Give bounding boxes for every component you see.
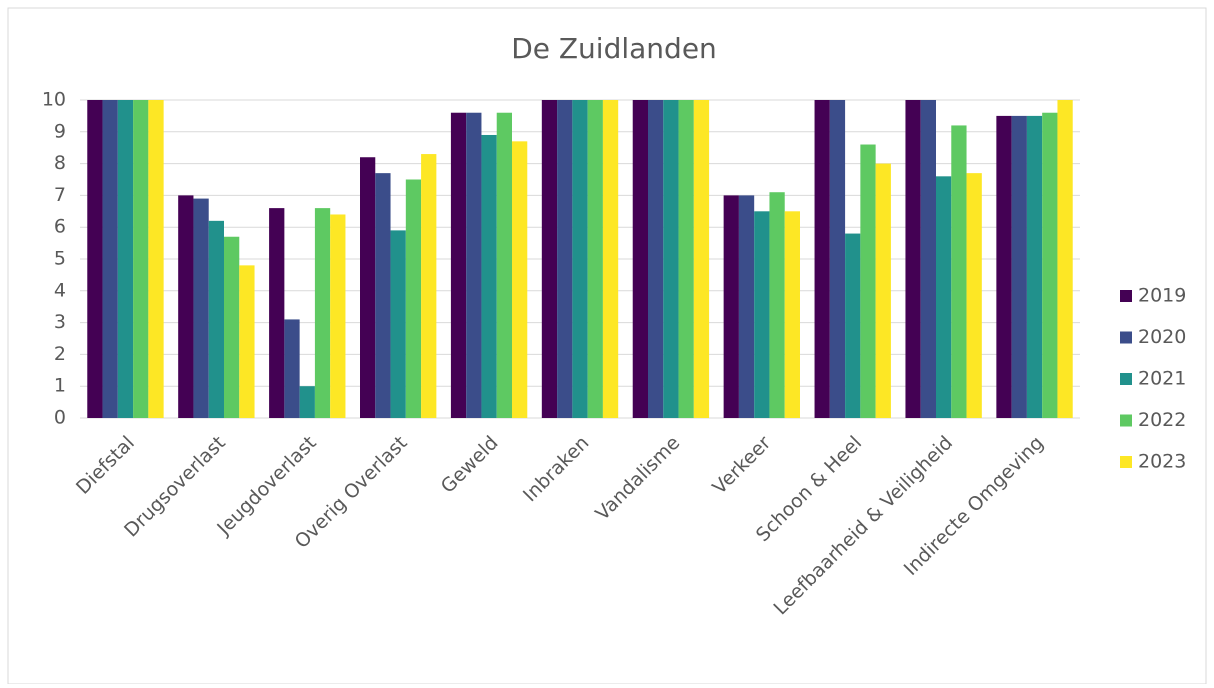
legend-label: 2021 [1138,368,1186,390]
bar [178,195,194,418]
bar [905,100,921,418]
bar [769,192,785,418]
legend-swatch [1120,290,1132,302]
bar [193,198,209,418]
bar [87,100,103,418]
bar [541,100,558,418]
bar [632,100,648,418]
legend-label: 2019 [1138,285,1186,307]
y-tick-label: 3 [54,311,66,333]
bar [299,386,315,418]
bar [814,100,830,418]
bar [1026,115,1043,419]
bar [375,173,391,418]
bar [678,100,694,418]
bar [875,163,891,418]
bar [284,319,300,418]
legend-swatch [1120,414,1132,427]
bar [330,214,346,418]
bar [1042,112,1058,418]
bar [648,100,664,418]
y-tick-label: 10 [42,89,66,111]
bar [512,141,528,418]
bar [1057,100,1073,418]
bar [360,157,376,419]
legend-swatch [1120,373,1132,385]
bar [557,100,573,418]
y-tick-label: 5 [54,248,66,270]
bar [314,208,331,418]
bar [208,220,224,418]
y-tick-label: 0 [54,407,66,429]
bar [738,195,755,418]
bar [829,100,846,418]
y-tick-label: 9 [54,120,66,142]
bar [602,100,619,418]
y-tick-label: 7 [54,184,66,206]
bar [784,211,800,418]
bar [450,112,467,418]
y-tick-label: 8 [54,152,66,174]
legend-label: 2020 [1138,326,1186,348]
legend-swatch [1120,331,1132,344]
bar [405,179,422,418]
legend-label: 2022 [1138,409,1186,431]
bar [693,100,710,418]
bar [936,176,952,418]
bar [966,173,982,418]
bar [860,144,876,418]
bar [224,236,240,418]
bar [996,115,1012,419]
bar [390,230,406,418]
bar [239,265,255,418]
bar [1011,115,1027,419]
y-tick-label: 6 [54,216,66,238]
chart-title: De Zuidlanden [511,32,717,65]
bar [951,125,967,418]
y-tick-label: 4 [54,279,66,301]
bar [754,211,770,418]
bar [572,100,588,418]
bar [920,100,936,418]
y-tick-label: 1 [54,375,66,397]
bar [496,112,512,418]
bar [102,100,118,418]
bar [663,100,679,418]
bar [481,134,497,419]
bar [421,154,437,418]
bar [466,112,482,418]
bar [133,100,149,418]
bar [587,100,603,418]
bar [117,100,134,418]
bar [845,233,861,418]
bar [148,100,164,418]
bar [269,208,285,418]
legend-label: 2023 [1138,451,1186,473]
bar [723,195,739,418]
legend-swatch [1120,456,1132,468]
y-tick-label: 2 [54,343,66,365]
